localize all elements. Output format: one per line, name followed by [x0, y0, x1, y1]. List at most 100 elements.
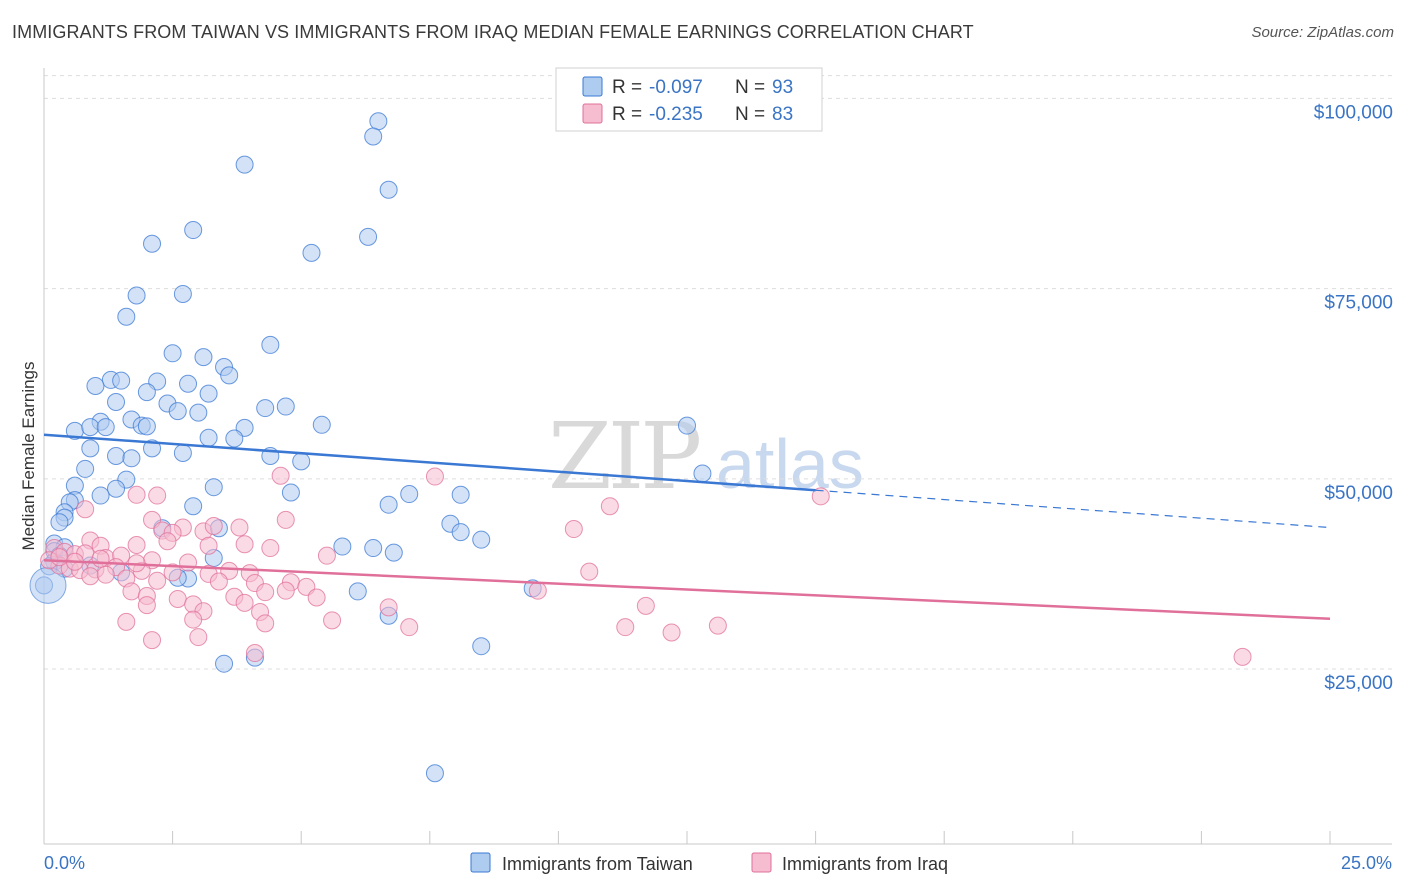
y-tick-labels: $25,000 $50,000 $75,000 $100,000: [1314, 102, 1393, 694]
iraq-point: [323, 611, 342, 630]
bottom-legend-swatch-taiwan: [470, 852, 491, 873]
trend-line-iraq: [43, 558, 1331, 621]
taiwan-point: [225, 429, 244, 448]
iraq-point: [230, 518, 249, 537]
y-axis-title: Median Female Earnings: [19, 362, 38, 551]
taiwan-point: [143, 439, 162, 458]
taiwan-point: [127, 286, 146, 305]
taiwan-point: [199, 428, 218, 447]
taiwan-point: [348, 582, 367, 601]
iraq-point: [81, 567, 100, 586]
iraq-point: [127, 485, 146, 504]
iraq-point: [379, 598, 398, 617]
iraq-point: [580, 562, 599, 581]
iraq-point: [235, 535, 254, 554]
y-tick-label: $100,000: [1314, 102, 1393, 123]
iraq-point: [189, 628, 208, 647]
taiwan-point: [184, 497, 203, 516]
trend-line-taiwan-extension: [815, 489, 1331, 529]
iraq-point: [528, 581, 547, 600]
taiwan-point: [364, 127, 383, 146]
bottom-legend-label-taiwan: Immigrants from Taiwan: [502, 854, 693, 874]
x-tick-label-max: 25.0%: [1341, 853, 1392, 873]
iraq-point: [307, 588, 326, 607]
taiwan-point: [220, 366, 239, 385]
iraq-point: [662, 623, 681, 642]
iraq-point: [96, 565, 115, 584]
x-axis-ticks: [43, 831, 1331, 844]
taiwan-point: [173, 284, 192, 303]
series-legend: Immigrants from Taiwan Immigrants from I…: [470, 852, 948, 874]
legend-n-label-iraq: N =: [735, 104, 765, 125]
bottom-legend-swatch-iraq: [751, 852, 772, 873]
bottom-legend-label-iraq: Immigrants from Iraq: [782, 854, 948, 874]
iraq-point: [600, 497, 619, 516]
iraq-point: [148, 571, 167, 590]
legend-r-value-iraq: -0.235: [649, 104, 703, 125]
y-tick-label: $25,000: [1324, 673, 1393, 694]
taiwan-point: [379, 180, 398, 199]
legend-swatch-taiwan: [582, 76, 603, 97]
iraq-point: [50, 548, 69, 567]
x-tick-label-min: 0.0%: [44, 853, 85, 873]
taiwan-point: [292, 452, 311, 471]
iraq-point: [276, 510, 295, 529]
taiwan-point: [364, 539, 383, 558]
taiwan-point: [96, 418, 115, 437]
taiwan-point: [107, 479, 126, 498]
taiwan-point: [81, 439, 100, 458]
taiwan-point: [137, 417, 156, 436]
trend-line-taiwan: [43, 433, 816, 492]
legend-r-label-taiwan: R =: [612, 77, 642, 98]
series-iraq-points: [40, 466, 1252, 666]
taiwan-point: [235, 155, 254, 174]
taiwan-point: [122, 449, 141, 468]
taiwan-point: [425, 764, 444, 783]
iraq-point: [564, 520, 583, 539]
y-tick-label: $50,000: [1324, 483, 1393, 504]
iraq-point: [158, 532, 177, 551]
iraq-point: [137, 596, 156, 615]
legend-n-value-iraq: 83: [772, 104, 793, 125]
taiwan-point: [137, 383, 156, 402]
iraq-point: [811, 487, 830, 506]
iraq-point: [708, 616, 727, 635]
taiwan-point: [112, 371, 131, 390]
taiwan-point: [199, 384, 218, 403]
taiwan-point: [179, 374, 198, 393]
taiwan-point: [194, 348, 213, 367]
taiwan-point: [184, 221, 203, 240]
taiwan-point: [168, 402, 187, 421]
iraq-point: [235, 593, 254, 612]
iraq-point: [425, 467, 444, 486]
iraq-point: [179, 553, 198, 572]
watermark-atlas: atlas: [716, 425, 864, 503]
taiwan-point: [281, 483, 300, 502]
taiwan-point: [215, 654, 234, 673]
taiwan-point: [472, 530, 491, 549]
iraq-point: [163, 563, 182, 582]
iraq-point: [261, 539, 280, 558]
legend-r-label-iraq: R =: [612, 104, 642, 125]
iraq-point: [636, 596, 655, 615]
taiwan-point: [163, 344, 182, 363]
iraq-point: [127, 536, 146, 555]
iraq-point: [91, 549, 110, 568]
taiwan-point: [302, 243, 321, 262]
iraq-point: [209, 572, 228, 591]
taiwan-point: [50, 513, 69, 532]
iraq-point: [400, 618, 419, 637]
iraq-point: [148, 486, 167, 505]
taiwan-point: [261, 335, 280, 354]
iraq-point: [276, 581, 295, 600]
taiwan-point: [369, 112, 388, 131]
iraq-point: [168, 590, 187, 609]
taiwan-point: [256, 399, 275, 418]
taiwan-point: [451, 485, 470, 504]
iraq-point: [117, 612, 136, 631]
taiwan-point: [276, 397, 295, 416]
taiwan-point: [173, 443, 192, 462]
taiwan-point: [86, 377, 105, 396]
iraq-point: [317, 546, 336, 565]
iraq-point: [245, 644, 264, 663]
